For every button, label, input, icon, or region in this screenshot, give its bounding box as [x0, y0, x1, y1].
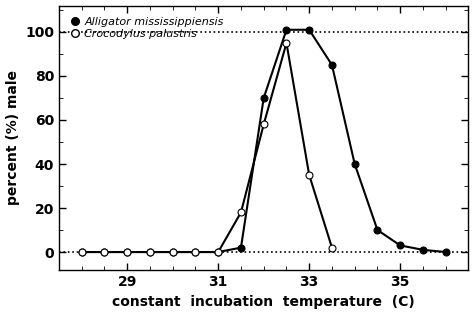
Legend: Alligator mississippiensis, Crocodylus palustris: Alligator mississippiensis, Crocodylus p… [69, 14, 227, 43]
Y-axis label: percent (%) male: percent (%) male [6, 70, 19, 205]
X-axis label: constant  incubation  temperature  (C): constant incubation temperature (C) [112, 295, 415, 309]
